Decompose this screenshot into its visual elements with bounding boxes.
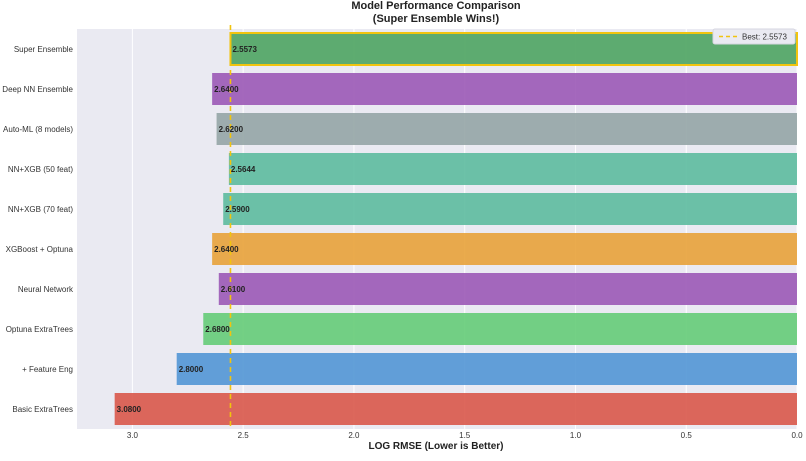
y-tick-label: Super Ensemble xyxy=(14,45,74,54)
value-label: 3.0800 xyxy=(117,405,142,414)
value-labels: 2.5573 2.6400 2.6200 2.5644 2.5900 2.6400 2.61… xyxy=(117,45,258,414)
bar xyxy=(212,73,798,105)
x-tick-label: 2.0 xyxy=(348,431,360,440)
y-tick-label: Deep NN Ensemble xyxy=(2,85,73,94)
bar xyxy=(176,353,797,385)
bar xyxy=(228,153,797,185)
value-label: 2.6400 xyxy=(214,85,239,94)
x-tick-label: 0.5 xyxy=(681,431,693,440)
x-tick-label: 2.5 xyxy=(238,431,250,440)
x-tick-label: 1.0 xyxy=(570,431,582,440)
bar xyxy=(212,233,798,265)
value-label: 2.6400 xyxy=(214,245,239,254)
y-tick-label: Neural Network xyxy=(18,285,74,294)
x-tick-label: 1.5 xyxy=(459,431,471,440)
y-tick-label: Basic ExtraTrees xyxy=(12,405,73,414)
value-label: 2.6100 xyxy=(221,285,246,294)
bar xyxy=(216,113,798,145)
bar xyxy=(223,193,797,225)
bar xyxy=(114,393,797,425)
y-tick-label: Auto-ML (8 models) xyxy=(3,125,73,134)
chart-subtitle: (Super Ensemble Wins!) xyxy=(373,13,500,25)
x-tick-labels: 3.0 2.5 2.0 1.5 1.0 0.5 0.0 xyxy=(127,431,803,440)
legend: Best: 2.5573 xyxy=(712,28,796,45)
value-label: 2.5644 xyxy=(231,165,256,174)
y-tick-label: XGBoost + Optuna xyxy=(6,245,74,254)
y-tick-labels: Super Ensemble Deep NN Ensemble Auto-ML (8… xyxy=(2,45,74,414)
value-label: 2.6200 xyxy=(219,125,244,134)
value-label: 2.8000 xyxy=(179,365,204,374)
y-tick-label: + Feature Eng xyxy=(22,365,73,374)
x-axis-label: LOG RMSE (Lower is Better) xyxy=(368,441,503,452)
bar xyxy=(218,273,798,305)
value-label: 2.6800 xyxy=(205,325,230,334)
x-tick-label: 3.0 xyxy=(127,431,139,440)
value-label: 2.5900 xyxy=(225,205,250,214)
chart-title: Model Performance Comparison xyxy=(351,0,521,12)
y-tick-label: Optuna ExtraTrees xyxy=(6,325,73,334)
y-tick-label: NN+XGB (50 feat) xyxy=(8,165,73,174)
bars xyxy=(114,32,798,425)
legend-box xyxy=(712,28,796,45)
value-label: 2.5573 xyxy=(232,45,257,54)
bar xyxy=(229,32,798,66)
x-tick-label: 0.0 xyxy=(791,431,803,440)
y-tick-label: NN+XGB (70 feat) xyxy=(8,205,73,214)
legend-label: Best: 2.5573 xyxy=(742,33,787,42)
bar xyxy=(203,313,797,345)
